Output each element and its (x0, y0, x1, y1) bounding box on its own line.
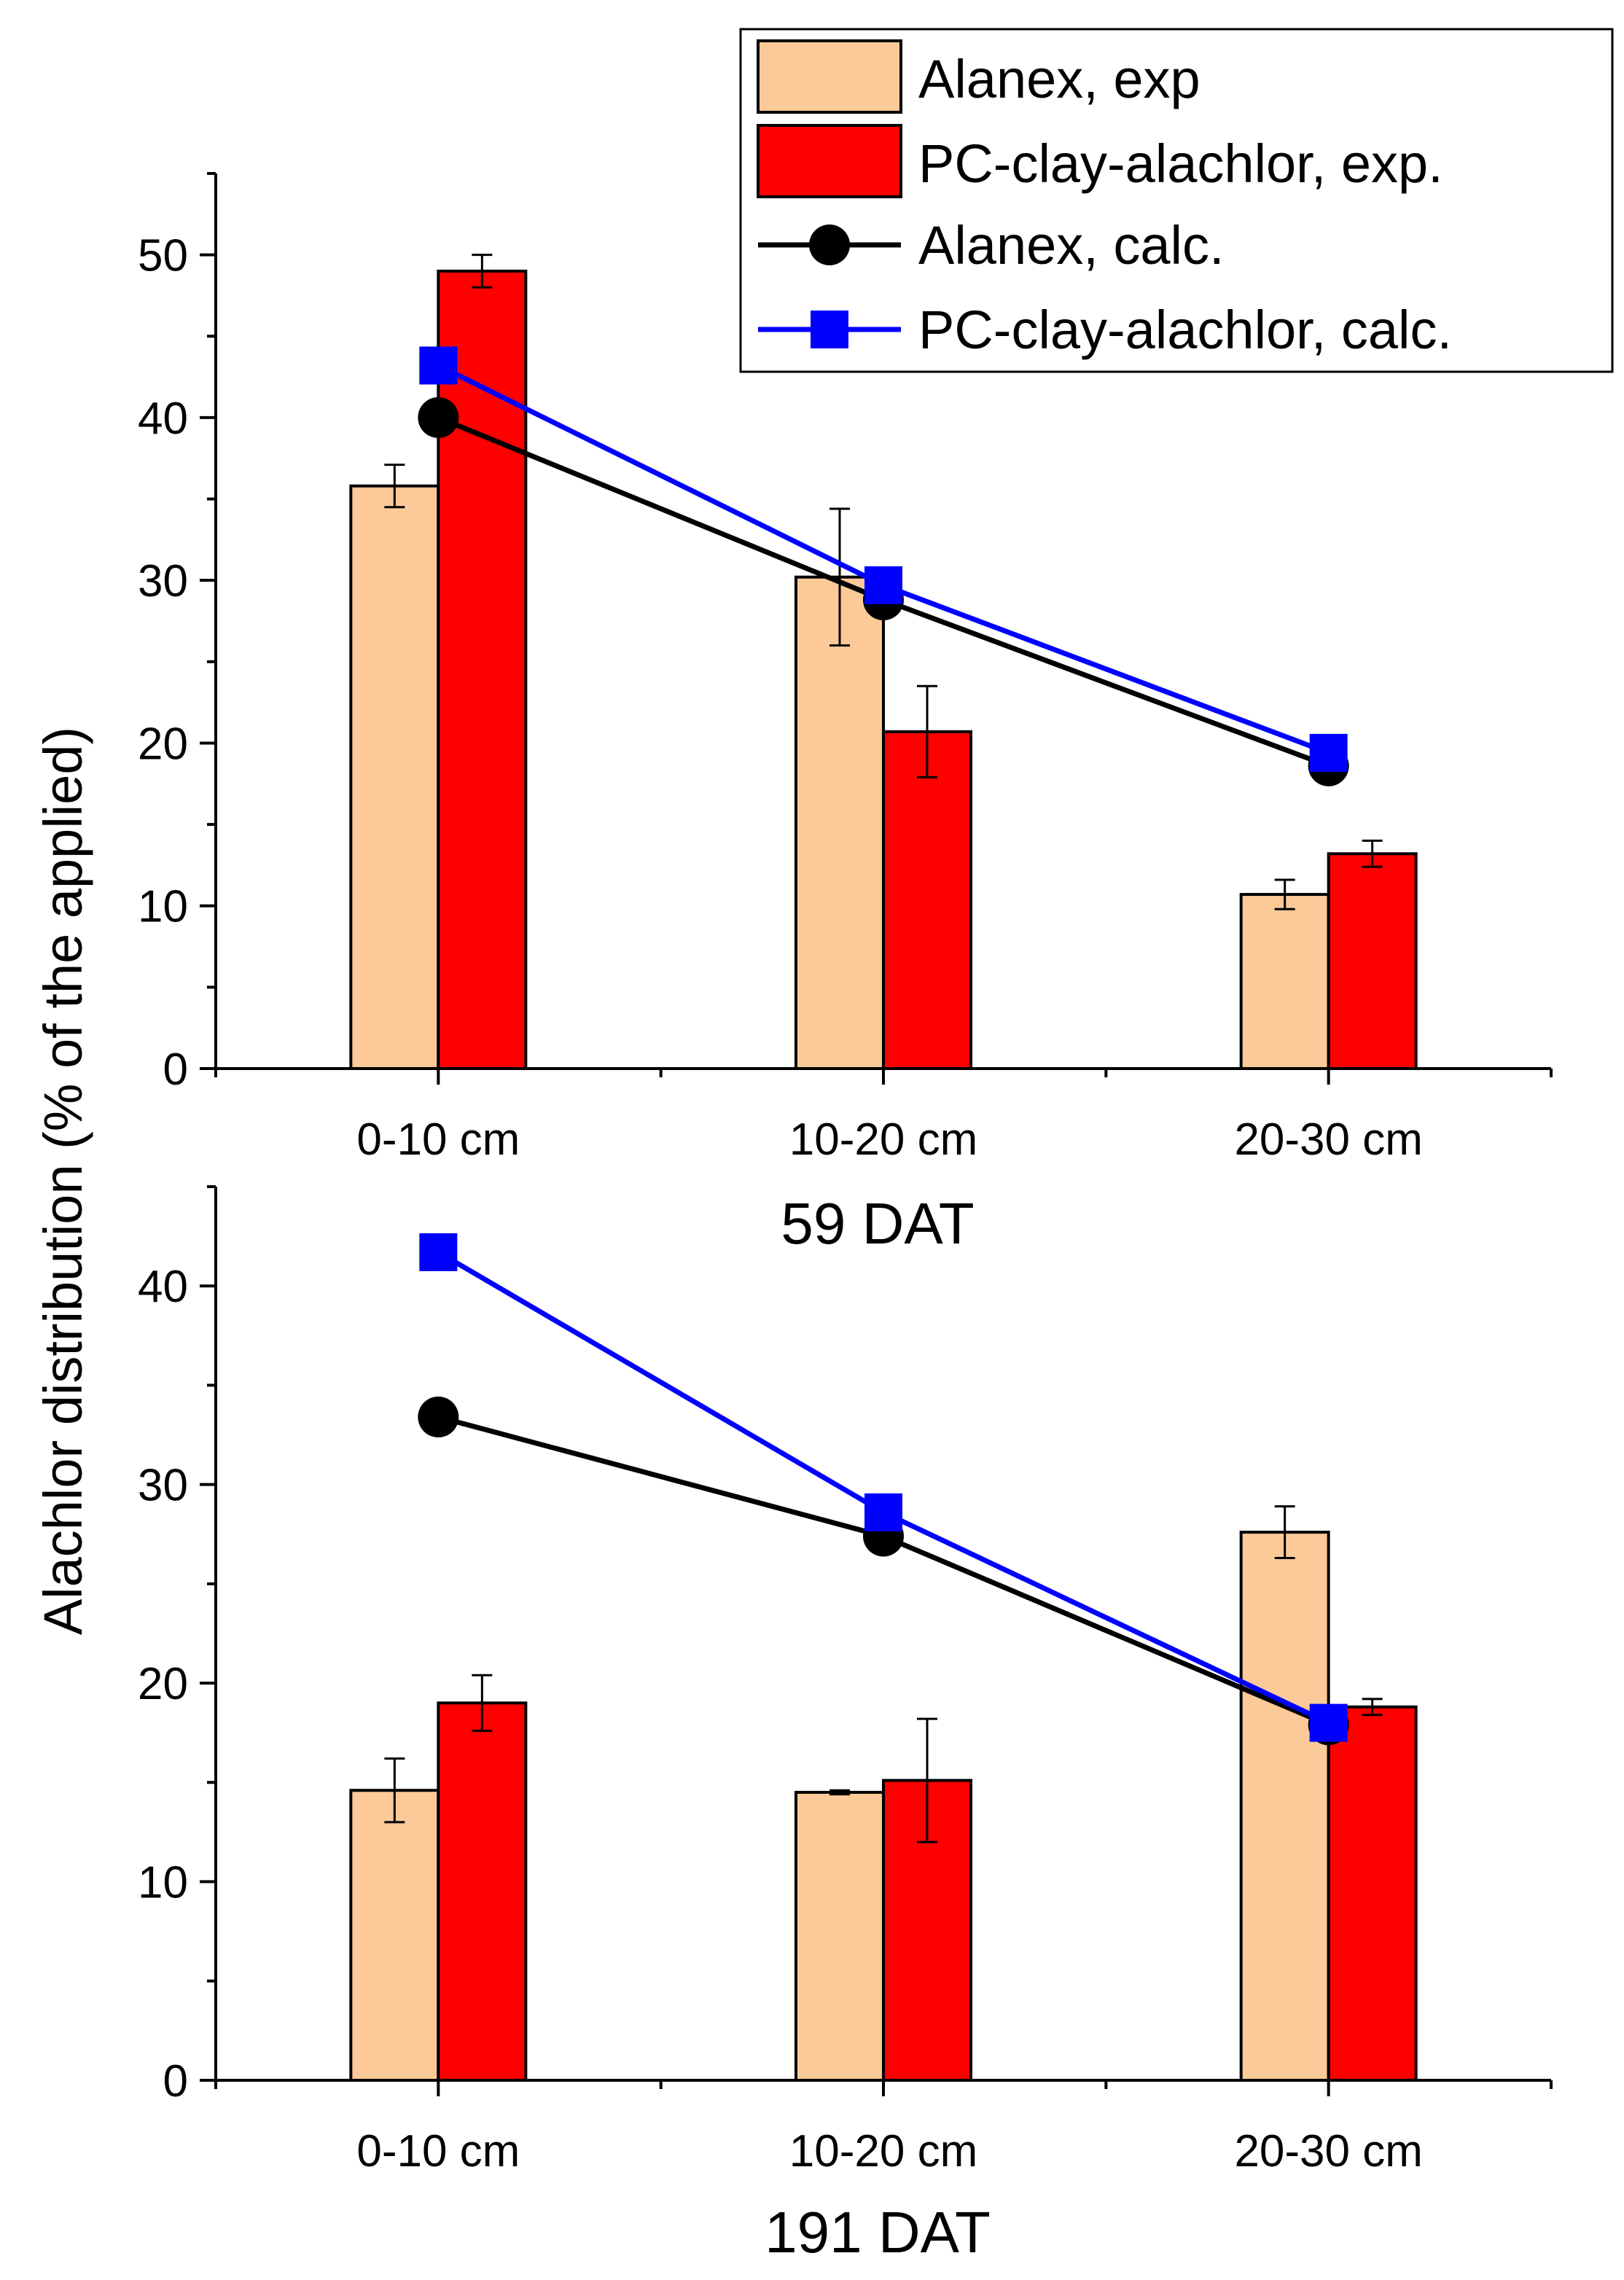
error-bar-alanex-exp-0-10-cm (384, 1757, 405, 1824)
panel-title: 59 DAT (781, 1191, 974, 1256)
error-bar-pc-clay-alachlor-exp-0-10-cm (472, 1674, 493, 1732)
chart-panels: 0 10 20 30 40 50 0-10 cm 10-20 cm 20-30 cm 59 DAT… (138, 172, 1553, 2265)
bar-alanex-exp-10-20-cm (795, 575, 885, 1070)
y-tick-label: 40 (138, 394, 188, 444)
bar-pc-clay-alachlor-exp-10-20-cm (882, 730, 972, 1070)
bar-alanex-exp-0-10-cm (349, 484, 440, 1070)
bar-pc-clay-alachlor-exp-20-30-cm (1327, 852, 1418, 1071)
x-tick-label-10-20-cm: 10-20 cm (789, 1114, 977, 1165)
error-bar-alanex-exp-10-20-cm (829, 1789, 850, 1796)
y-tick-label: 20 (138, 719, 188, 769)
legend-label-pc-clay-exp: PC-clay-alachlor, exp. (918, 133, 1443, 194)
legend-item-alanex-exp: Alanex, exp (757, 39, 1201, 114)
bar-alanex-exp-20-30-cm (1239, 893, 1330, 1070)
legend-swatch-pc-clay-exp (757, 124, 902, 198)
y-tick-label: 30 (138, 1461, 188, 1511)
x-tick-label-0-10-cm: 0-10 cm (356, 1114, 520, 1165)
x-tick-label-0-10-cm: 0-10 cm (356, 2126, 520, 2176)
bar-alanex-exp-20-30-cm (1239, 1531, 1330, 2082)
y-tick-label: 20 (138, 1659, 188, 1709)
legend-marker-square (811, 311, 848, 348)
legend-item-alanex-calc: Alanex, calc. (758, 215, 1225, 276)
panel-2: 0 10 20 30 40 0-10 cm 10-20 cm 20-30 cm 191 DAT (138, 1185, 1553, 2265)
panel-title: 191 DAT (765, 2200, 991, 2265)
y-tick-label: 10 (138, 1858, 188, 1908)
marker-pc-clay-alachlor-calc-10-20-cm (864, 566, 902, 604)
y-tick-label: 50 (138, 231, 188, 281)
error-bar-pc-clay-alachlor-exp-10-20-cm (917, 1717, 937, 1843)
error-bar-alanex-exp-0-10-cm (384, 464, 405, 509)
error-bar-alanex-exp-10-20-cm (829, 507, 850, 647)
legend-item-pc-clay-calc: PC-clay-alachlor, calc. (758, 300, 1452, 360)
y-tick-label: 10 (138, 882, 188, 932)
marker-pc-clay-alachlor-calc-0-10-cm (419, 346, 458, 385)
x-tick-label-20-30-cm: 20-30 cm (1234, 1114, 1422, 1165)
error-bar-pc-clay-alachlor-exp-20-30-cm (1362, 839, 1383, 868)
error-bar-alanex-exp-20-30-cm (1274, 1505, 1295, 1559)
y-tick-label: 0 (163, 1045, 188, 1095)
marker-pc-clay-alachlor-calc-0-10-cm (419, 1233, 458, 1271)
line-alanex-calc (437, 1414, 1330, 1727)
y-tick-label: 0 (163, 2056, 188, 2107)
y-tick-label: 30 (138, 556, 188, 606)
legend-label-alanex-exp: Alanex, exp (918, 49, 1201, 109)
x-tick-label-10-20-cm: 10-20 cm (789, 2126, 977, 2176)
y-axis-label: Alachlor distribution (% of the applied) (33, 727, 93, 1635)
error-bar-pc-clay-alachlor-exp-10-20-cm (917, 684, 937, 778)
x-tick-label-20-30-cm: 20-30 cm (1234, 2126, 1422, 2176)
legend-marker-circle (809, 225, 850, 265)
panel-1: 0 10 20 30 40 50 0-10 cm 10-20 cm 20-30 cm 59 DAT (138, 172, 1553, 1256)
legend-label-pc-clay-calc: PC-clay-alachlor, calc. (918, 300, 1452, 360)
marker-alanex-calc-0-10-cm (418, 1397, 459, 1438)
marker-alanex-calc-0-10-cm (418, 397, 459, 438)
legend-swatch-alanex-exp (757, 39, 902, 114)
line-pc-clay-alachlor-calc (437, 1249, 1330, 1725)
error-bar-pc-clay-alachlor-exp-0-10-cm (472, 254, 493, 289)
error-bar-alanex-exp-20-30-cm (1274, 878, 1295, 910)
bar-alanex-exp-10-20-cm (795, 1790, 885, 2082)
bar-pc-clay-alachlor-exp-0-10-cm (437, 269, 528, 1070)
legend: Alanex, exp PC-clay-alachlor, exp. Alane… (739, 28, 1614, 373)
error-bar-pc-clay-alachlor-exp-20-30-cm (1362, 1698, 1383, 1717)
legend-item-pc-clay-exp: PC-clay-alachlor, exp. (757, 124, 1443, 198)
bar-pc-clay-alachlor-exp-20-30-cm (1327, 1705, 1418, 2082)
marker-pc-clay-alachlor-calc-20-30-cm (1309, 1703, 1348, 1742)
legend-label-alanex-calc: Alanex, calc. (918, 215, 1225, 276)
bar-pc-clay-alachlor-exp-0-10-cm (437, 1701, 528, 2082)
bar-alanex-exp-0-10-cm (349, 1789, 440, 2082)
y-tick-label: 40 (138, 1262, 188, 1312)
marker-pc-clay-alachlor-calc-20-30-cm (1309, 733, 1348, 772)
marker-pc-clay-alachlor-calc-10-20-cm (864, 1493, 902, 1531)
